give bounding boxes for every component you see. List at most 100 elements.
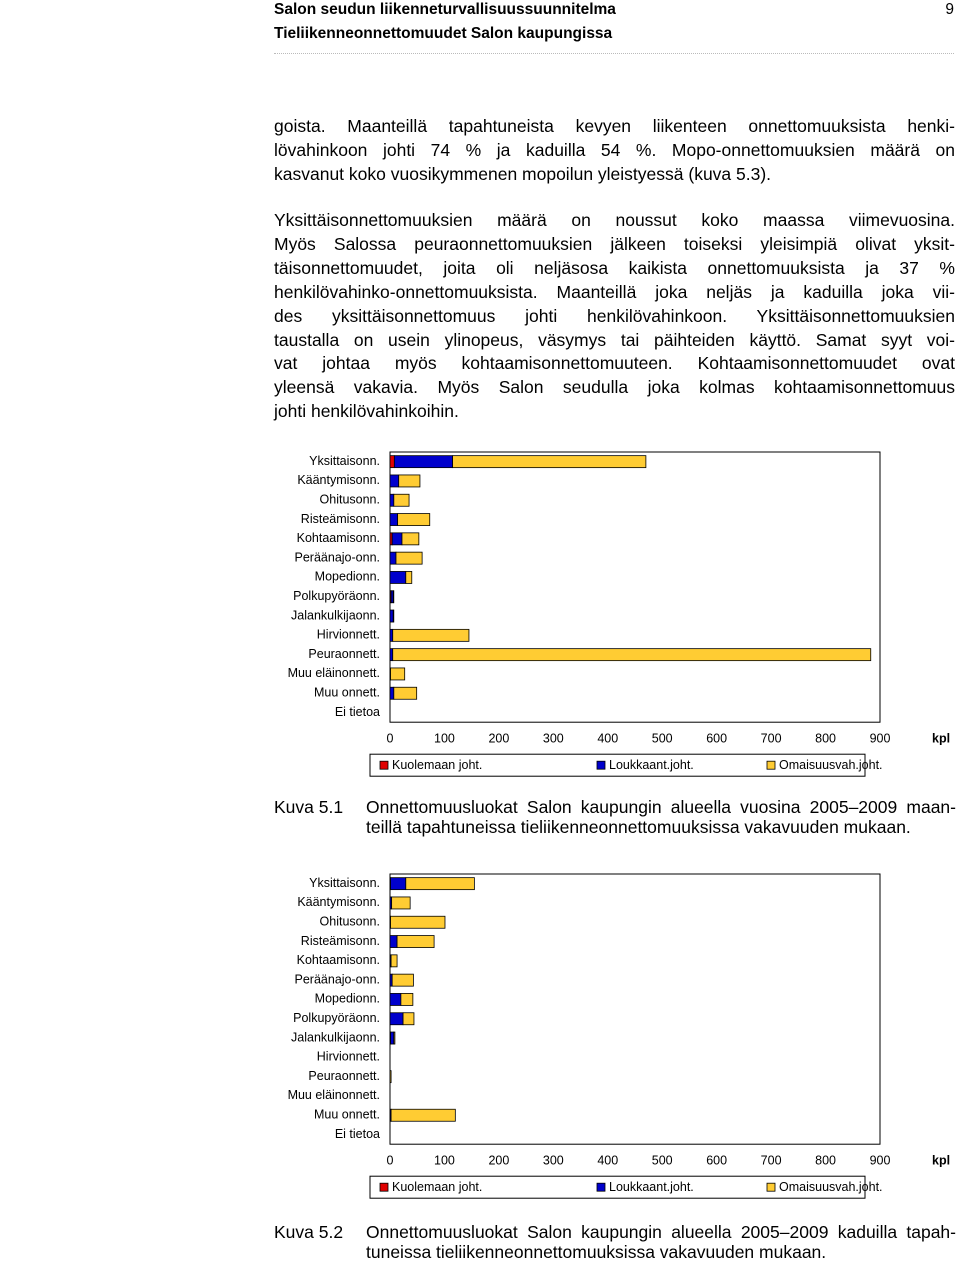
paragraph-line: lövahinkoon johti 74 % ja kaduilla 54 %.… [274,139,955,160]
y-tick-label: Ei tietoa [335,1127,380,1141]
y-tick-label: Ei tietoa [335,705,380,719]
bar-segment [400,993,414,1006]
paragraph-line: goista. Maanteillä tapahtuneista kevyen … [274,116,955,136]
bar-segment [393,455,454,469]
bar-segment [389,493,395,507]
bar-segment [389,551,397,565]
header-subtitle: Tieliikenneonnettomuudet Salon kaupungis… [274,25,613,42]
x-tick-label: 600 [706,731,727,745]
bar-segment [389,513,399,526]
paragraph-line: Myös Salossa peuraonnettomuuksien jälkee… [274,233,955,254]
x-tick-label: 400 [597,731,618,745]
bar-segment [401,532,420,546]
legend-marker [766,760,776,770]
paragraph-line: des yksittäisonnettomuus johti henkilöva… [274,305,955,326]
y-tick-label: Mopedionn. [315,992,380,1006]
y-tick-label: Peuraonnett. [308,1069,380,1083]
plot-area [389,451,881,723]
caption-line: Onnettomuusluokat Salon kaupungin alueel… [366,797,956,817]
paragraph-line: taustalla on usein ylinopeus, väsymys ta… [274,329,955,350]
x-tick-label: 700 [761,1153,782,1167]
legend-marker [766,1182,776,1192]
y-tick-label: Yksittaisonn. [309,454,380,468]
x-tick-label: 800 [815,731,836,745]
x-tick-label: 700 [761,731,782,745]
y-tick-label: Muu eläinonnett. [288,666,380,680]
bar-segment [389,628,394,642]
bar-segment [390,877,407,891]
bar-segment [405,571,413,584]
x-tick-label: 300 [543,731,564,745]
bar-segment [396,935,435,948]
bar-segment [452,455,647,469]
caption-line: tuneissa tieliikenneonnettomuuksissa vak… [366,1242,827,1261]
legend-marker [379,760,389,770]
legend-marker [596,1182,606,1192]
y-tick-label: Peräänajo-onn. [295,550,380,564]
bar-segment [398,474,421,488]
bar-segment [389,609,394,623]
caption-label: Kuva 5.2 [274,1222,344,1242]
y-tick-label: Hirvionnett. [317,628,380,642]
y-tick-label: Kohtaamisonn. [297,531,380,545]
x-tick-label: 500 [652,731,673,745]
x-tick-label: 100 [434,731,455,745]
header-rule [274,53,954,54]
y-tick-label: Risteämisonn. [301,512,380,526]
y-tick-label: Muu onnett. [314,1108,380,1122]
header-title: Salon seudun liikenneturvallisuussuunnit… [274,1,616,18]
bar-segment [405,877,475,891]
bar-segment [391,973,414,987]
y-tick-label: Jalankulkijaonn. [291,1030,380,1044]
bar-segment [393,686,418,700]
bar-segment [390,915,446,929]
paragraph-line: johti henkilövahinkoihin. [274,401,459,422]
y-tick-label: Peräänajo-onn. [295,972,380,986]
bar-segment [390,667,406,681]
x-tick-label: 0 [387,731,394,745]
bar-segment [390,954,398,968]
bar-segment [393,493,410,507]
bar-segment [395,551,423,565]
legend-marker [379,1182,389,1192]
x-tick-label: 300 [543,1153,564,1167]
paragraph-line: Yksittäisonnettomuuksien määrä on noussu… [274,210,955,230]
bar-segment [389,455,395,469]
bar-segment [389,993,402,1006]
caption-label: Kuva 5.1 [274,797,344,817]
bar-segment [389,571,407,584]
bar-segment [389,935,398,948]
legend-label: Omaisuusvah.joht. [779,1180,883,1194]
plot-area [389,873,881,1145]
legend-label: Omaisuusvah.joht. [779,758,883,772]
legend-label: Loukkaant.joht. [609,1180,694,1194]
x-unit: kpl [932,731,950,745]
y-tick-label: Peuraonnett. [308,647,380,661]
y-tick-label: Kohtaamisonn. [297,953,380,967]
y-tick-label: Jalankulkijaonn. [291,608,380,622]
y-tick-label: Hirvionnett. [317,1050,380,1064]
bar-segment [390,1031,395,1045]
bar-segment [392,628,470,642]
bar-segment [392,609,395,623]
bar-segment [389,474,400,488]
y-tick-label: Polkupyöräonn. [293,1011,380,1025]
y-tick-label: Muu eläinonnett. [288,1088,380,1102]
y-tick-label: Mopedionn. [315,570,380,584]
paragraph-line: henkilövahinko-onnettomuuksista. Maantei… [274,281,955,302]
legend-box [369,1175,866,1199]
y-tick-label: Yksittaisonn. [309,876,380,890]
chart: 0 100 200 300 400 500 600 700 800 900 kpl Yksittais… [288,873,950,1199]
x-tick-label: 800 [815,1153,836,1167]
x-tick-label: 900 [870,731,891,745]
x-tick-label: 100 [434,1153,455,1167]
y-tick-label: Kääntymisonn. [297,895,380,909]
bar-segment [391,896,411,910]
y-tick-label: Risteämisonn. [301,934,380,948]
x-tick-label: 200 [488,1153,509,1167]
y-tick-label: Kääntymisonn. [297,473,380,487]
caption-line: teillä tapahtuneissa tieliikenneonnettom… [366,817,911,837]
y-tick-label: Polkupyöräonn. [293,589,380,603]
y-tick-label: Muu onnett. [314,686,380,700]
legend-box [369,753,866,777]
